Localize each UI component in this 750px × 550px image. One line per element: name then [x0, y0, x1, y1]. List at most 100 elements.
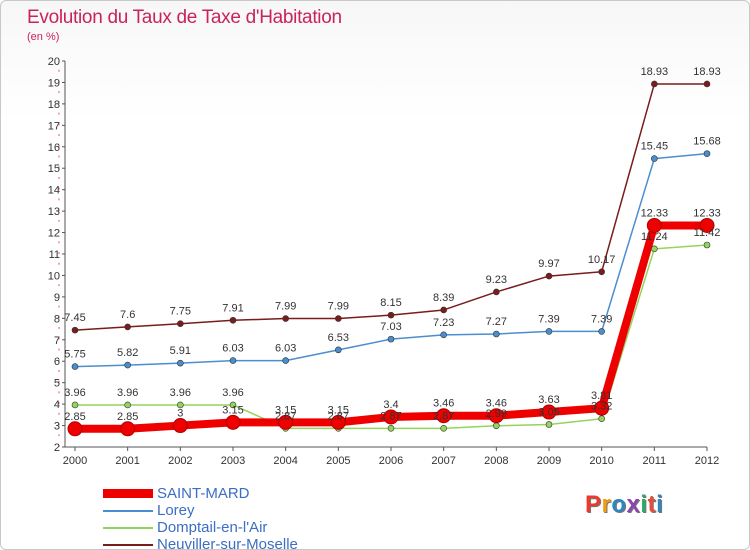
data-label: 7.91: [222, 302, 243, 314]
x-tick-label: 2001: [115, 455, 139, 467]
series-points: [67, 80, 715, 437]
data-point: [124, 361, 131, 369]
y-tick-label: 20: [48, 56, 60, 68]
data-label: 11.42: [694, 227, 721, 239]
legend-label: Lorey: [157, 502, 195, 519]
data-point: [172, 418, 188, 434]
data-point: [335, 315, 342, 322]
y-tick-label: 17: [48, 120, 60, 132]
legend: SAINT-MARD Lorey Domptail-en-l'Air Neuvi…: [103, 485, 298, 550]
data-point: [278, 414, 294, 430]
data-point: [594, 400, 610, 416]
y-tick-label: 19: [48, 77, 60, 89]
legend-item-domptail[interactable]: Domptail-en-l'Air: [103, 519, 298, 536]
x-tick-label: 2006: [379, 455, 403, 467]
data-point: [436, 408, 452, 424]
logo-letter: r: [601, 491, 612, 518]
data-label: 6.53: [328, 332, 349, 344]
legend-swatch-neuviller: [103, 543, 153, 546]
data-label: 7.75: [170, 306, 191, 318]
logo-letter: o: [611, 491, 627, 518]
legend-swatch-domptail: [103, 526, 153, 529]
chart-subtitle: (en %): [27, 31, 60, 43]
data-point: [488, 408, 504, 424]
legend-swatch-saint-mard: [103, 489, 153, 498]
data-label: 7.45: [64, 312, 85, 324]
data-point: [545, 272, 553, 280]
y-tick-label: 18: [48, 99, 60, 111]
data-label: 11.24: [641, 231, 668, 243]
data-point: [440, 306, 447, 314]
logo-letter: P: [585, 491, 602, 518]
data-label: 7.99: [275, 301, 296, 313]
data-label: 3.15: [222, 404, 243, 416]
data-label: 5.82: [117, 347, 138, 359]
data-label: 3.15: [275, 404, 296, 416]
data-label: 2.99: [486, 408, 507, 420]
data-point: [383, 409, 399, 425]
data-label: 2.85: [64, 411, 85, 423]
data-point: [541, 404, 557, 420]
data-label: 7.39: [591, 313, 612, 325]
logo-letter: t: [647, 491, 657, 518]
x-tick-label: 2008: [484, 455, 508, 467]
legend-item-lorey[interactable]: Lorey: [103, 502, 298, 519]
series-line-3: [74, 83, 708, 331]
logo-letter: i: [656, 491, 664, 518]
y-tick-label: 14: [48, 185, 60, 197]
y-tick-label: 13: [48, 206, 60, 218]
data-point: [440, 425, 447, 432]
y-tick-label: 7: [54, 335, 60, 347]
y-tick-label: 5: [54, 378, 60, 390]
data-point: [177, 320, 184, 327]
data-label: 7.23: [433, 317, 454, 329]
x-tick-label: 2010: [589, 455, 613, 467]
data-point: [225, 414, 241, 430]
data-point: [387, 311, 395, 319]
data-label: 7.27: [486, 316, 507, 328]
logo-letter: x: [626, 491, 641, 518]
data-point: [598, 415, 605, 422]
data-label: 3.4: [383, 399, 398, 411]
data-label: 5.75: [64, 349, 85, 361]
y-tick-label: 15: [48, 163, 60, 175]
data-point: [493, 330, 500, 338]
data-point: [229, 401, 237, 409]
data-point: [124, 323, 131, 331]
data-label: 3.46: [433, 398, 454, 410]
data-point: [71, 401, 79, 409]
data-label: 18.93: [641, 66, 669, 78]
data-label: 2.87: [433, 410, 454, 422]
data-label: 2.85: [117, 411, 138, 423]
data-label: 6.03: [275, 343, 296, 355]
y-tick-label: 4: [54, 399, 60, 411]
data-label: 7.6: [120, 309, 135, 321]
y-tick-label: 6: [54, 356, 60, 368]
data-label: 3.96: [117, 387, 138, 399]
x-tick-label: 2002: [168, 455, 192, 467]
data-label: 7.03: [380, 321, 401, 333]
x-tick-label: 2007: [431, 455, 455, 467]
data-label: 2.87: [380, 410, 401, 422]
data-point: [651, 155, 658, 162]
data-point: [646, 217, 662, 233]
data-point: [71, 326, 79, 334]
legend-label: Neuviller-sur-Moselle: [157, 536, 298, 550]
data-label: 2.87: [328, 410, 349, 422]
data-point: [330, 414, 346, 430]
data-point: [545, 421, 553, 428]
legend-item-saint-mard[interactable]: SAINT-MARD: [103, 485, 298, 502]
data-label: 3.81: [591, 390, 612, 402]
y-tick-label: 2: [54, 442, 60, 454]
data-label: 3: [177, 408, 183, 420]
data-labels: 2.85 2.85 3 3.15 3.15 3.15 3.4 3.46 3.46 3.63 3.81…: [64, 66, 720, 423]
legend-item-neuviller[interactable]: Neuviller-sur-Moselle: [103, 536, 298, 550]
y-tick-label: 12: [48, 228, 60, 240]
data-label: 6.03: [222, 343, 243, 355]
legend-label: Domptail-en-l'Air: [157, 519, 268, 536]
x-tick-label: 2012: [695, 455, 719, 467]
data-point: [703, 150, 711, 157]
data-point: [545, 328, 553, 335]
x-tick-label: 2004: [273, 455, 297, 467]
